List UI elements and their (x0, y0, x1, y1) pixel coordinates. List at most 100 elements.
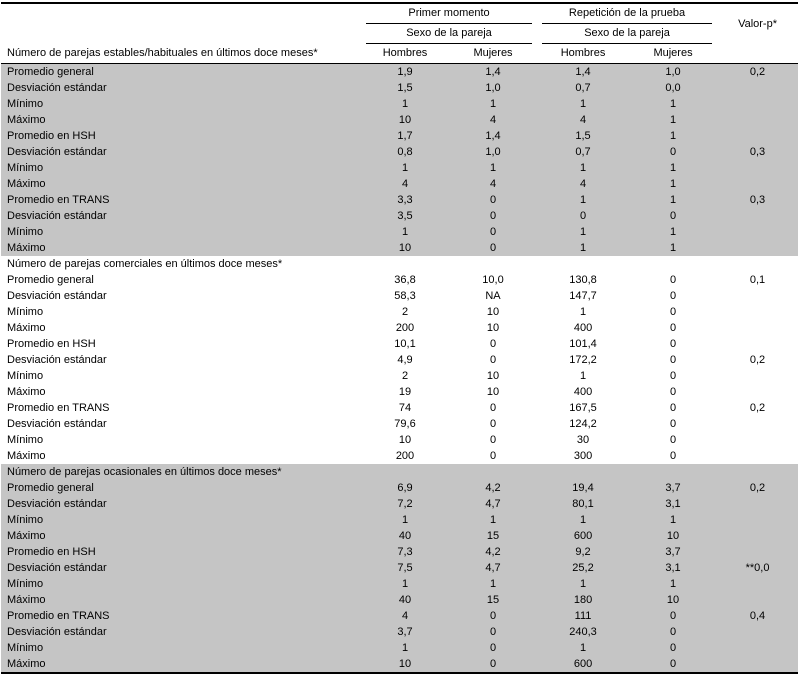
cell-pvalue (717, 384, 798, 400)
cell-value: 0 (629, 656, 718, 673)
cell-value: 1,0 (629, 63, 718, 80)
row-label: Mínimo (1, 96, 361, 112)
cell-value: 10 (629, 528, 718, 544)
cell-value: 4,2 (449, 480, 538, 496)
cell-pvalue (717, 448, 798, 464)
cell-value: 172,2 (569, 354, 597, 366)
header-valor-p: Valor-p* (738, 17, 777, 30)
section-title: Número de parejas ocasionales en últimos… (1, 464, 799, 480)
row-label: Mínimo (1, 224, 361, 240)
cell-value: 10 (361, 112, 449, 128)
cell-value: 1 (449, 512, 538, 528)
cell-value: 1 (629, 176, 718, 192)
table-row: Promedio en HSH 7,3 4,2 9,2 3,7 (1, 544, 799, 560)
cell-value: 1 (629, 240, 718, 256)
cell-value: 0 (629, 144, 718, 160)
table-row: Desviación estándar 4,9 0 172,2 0 0,2 (1, 352, 798, 368)
cell-value: 3,7 (361, 624, 449, 640)
cell-value: 4 (361, 176, 449, 192)
cell-value: 15 (449, 528, 538, 544)
row-label: Máximo (1, 592, 361, 608)
header-spacer (1, 3, 361, 24)
cell-value: 0,8 (361, 144, 449, 160)
cell-value: 0 (449, 240, 538, 256)
cell-pvalue (717, 592, 799, 608)
row-label: Promedio en TRANS (1, 192, 361, 208)
cell-value: 3,7 (629, 544, 718, 560)
cell-value: 0 (669, 434, 677, 446)
row-label: Máximo (7, 322, 46, 334)
cell-value: 10 (486, 322, 500, 334)
row-label: Promedio en TRANS (7, 402, 110, 414)
cell-value: 25,2 (537, 560, 630, 576)
cell-pvalue (717, 336, 798, 352)
row-label: Promedio general (1, 63, 361, 80)
header-group-primer-momento: Primer momento (361, 3, 537, 24)
header-sexo-pareja-1: Sexo de la pareja (361, 24, 537, 44)
header-subgroup-row: Sexo de la pareja Sexo de la pareja (1, 24, 798, 44)
cell-value: 1 (361, 224, 449, 240)
cell-value: 0 (449, 224, 538, 240)
row-label: Mínimo (7, 306, 44, 318)
table-row: Desviación estándar 3,7 0 240,3 0 (1, 624, 799, 640)
cell-value: 0 (489, 402, 497, 414)
row-label: Mínimo (7, 434, 44, 446)
cell-value: 1 (449, 160, 538, 176)
cell-value: 0 (449, 656, 538, 673)
cell-value: 130,8 (569, 274, 597, 286)
row-label: Máximo (1, 656, 361, 673)
section-header-row: Número de parejas ocasionales en últimos… (1, 464, 799, 480)
col-header-hombres-1: Hombres (361, 44, 449, 64)
row-label: Promedio en HSH (1, 544, 361, 560)
cell-value: 1 (629, 96, 718, 112)
table-row: Desviación estándar 3,5 0 0 0 (1, 208, 799, 224)
cell-value: 147,7 (569, 290, 597, 302)
table-row: Mínimo 2 10 1 0 (1, 304, 798, 320)
table-row: Máximo 40 15 180 10 (1, 592, 799, 608)
header-group-repeticion: Repetición de la prueba (537, 3, 717, 24)
cell-value: 58,3 (394, 290, 416, 302)
cell-value: 4 (537, 112, 630, 128)
cell-value: 0 (449, 208, 538, 224)
cell-value: 10 (398, 434, 412, 446)
cell-value: 0 (449, 640, 538, 656)
cell-value: 2 (401, 370, 409, 382)
table-row: Desviación estándar 0,8 1,0 0,7 0 0,3 (1, 144, 799, 160)
cell-value: 0,7 (537, 144, 630, 160)
cell-value: 0 (629, 624, 718, 640)
group-label-primer-momento: Primer momento (366, 4, 533, 24)
row-label: Desviación estándar (7, 418, 107, 430)
cell-value: 3,3 (361, 192, 449, 208)
cell-value: 7,3 (361, 544, 449, 560)
cell-pvalue (717, 512, 799, 528)
cell-value: 1 (537, 640, 630, 656)
cell-value: 0 (669, 274, 677, 286)
cell-value: 1 (629, 224, 718, 240)
cell-value: 0 (669, 450, 677, 462)
cell-value: 1 (629, 192, 718, 208)
header-columns-row: Número de parejas estables/habituales en… (1, 44, 799, 64)
cell-value: 0 (669, 370, 677, 382)
cell-value: 0 (449, 192, 538, 208)
cell-value: 10 (486, 306, 500, 318)
row-label: Mínimo (1, 576, 361, 592)
table-row: Mínimo 1 0 1 1 (1, 224, 799, 240)
table-row: Promedio en HSH 10,1 0 101,4 0 (1, 336, 798, 352)
cell-value: 1 (629, 512, 718, 528)
cell-value: 10 (629, 592, 718, 608)
cell-pvalue (717, 80, 799, 96)
table-row: Desviación estándar 1,5 1,0 0,7 0,0 (1, 80, 799, 96)
cell-value: 4 (537, 176, 630, 192)
cell-value: 1 (629, 576, 718, 592)
cell-value: 0 (537, 208, 630, 224)
header-sexo-pareja-2: Sexo de la pareja (537, 24, 717, 44)
cell-value: 0 (489, 338, 497, 350)
cell-value: 0 (489, 418, 497, 430)
header-row-label: Número de parejas estables/habituales en… (1, 44, 361, 64)
cell-pvalue: 0,1 (749, 274, 766, 286)
cell-value: 1,0 (449, 80, 538, 96)
cell-value: 6,9 (361, 480, 449, 496)
cell-value: 0 (489, 434, 497, 446)
row-label: Desviación estándar (1, 560, 361, 576)
cell-value: 1 (361, 512, 449, 528)
